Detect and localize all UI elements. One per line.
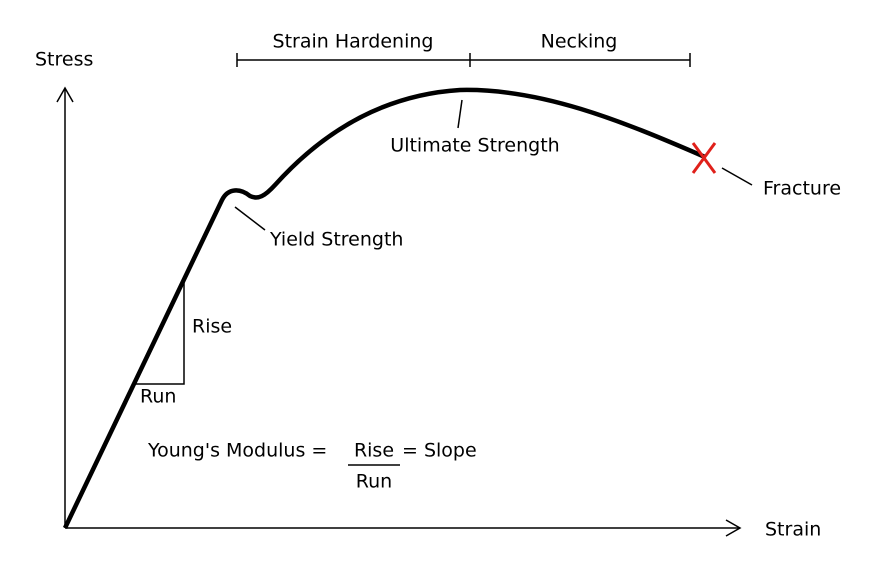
formula: Young's Modulus = Rise Run = Slope [147,440,477,493]
stress-strain-curve [62,87,706,529]
formula-rhs: = Slope [402,440,477,462]
formula-denominator: Run [356,471,392,493]
axes [56,86,742,537]
region-label: Necking [541,31,618,53]
y-axis-label: Stress [35,49,93,71]
leader-line [721,167,753,186]
leader-line [457,99,463,129]
fracture-label: Fracture [763,178,841,200]
formula-lhs: Young's Modulus = [147,440,327,462]
y-arrow [56,86,74,103]
fracture-mark [691,142,717,174]
slope-triangle [134,279,185,385]
yield-label: Yield Strength [269,229,403,251]
x-axis-label: Strain [765,519,821,541]
region-label: Strain Hardening [273,31,434,53]
leader-line [234,206,266,231]
ultimate-label: Ultimate Strength [390,135,559,157]
formula-numerator: Rise [354,440,394,462]
rise-label: Rise [192,316,232,338]
run-label: Run [140,386,176,408]
x-stroke [691,142,717,174]
region-bracket [236,53,691,67]
x-arrow [725,519,742,537]
